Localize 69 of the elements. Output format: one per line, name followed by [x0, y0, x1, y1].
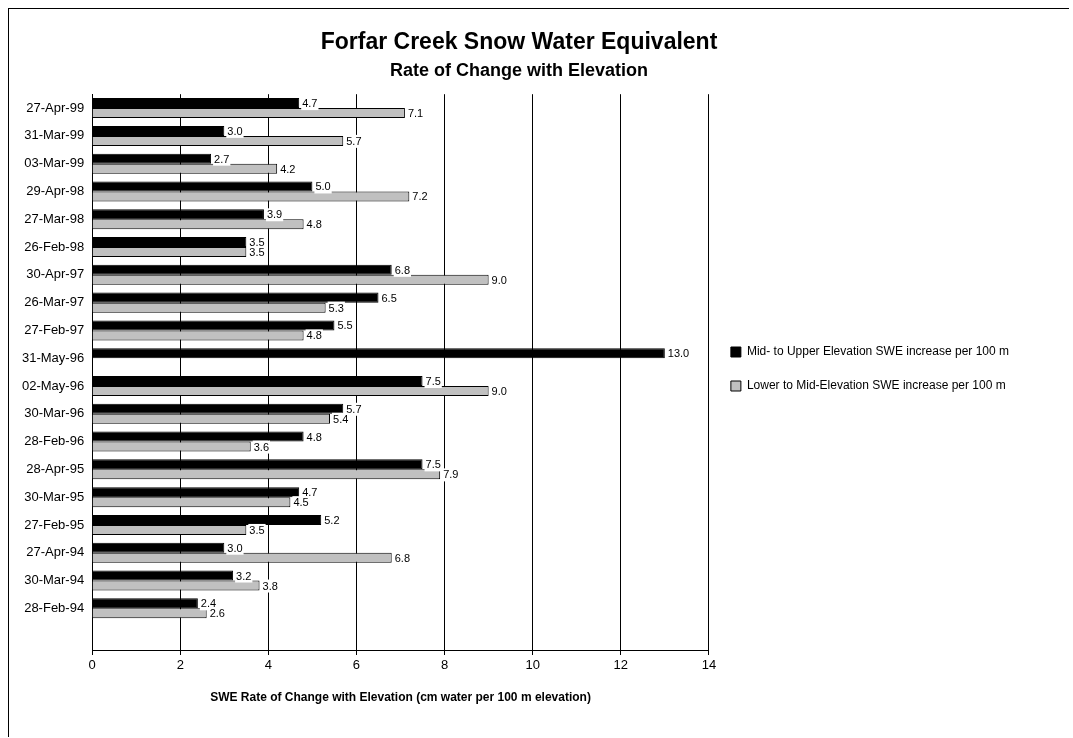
data-label: 4.2: [280, 162, 296, 175]
y-tick-label: 28-Apr-95: [26, 460, 85, 476]
x-axis-title: SWE Rate of Change with Elevation (cm water per 100 m elevation): [210, 690, 591, 705]
data-label: 3.6: [253, 440, 270, 453]
data-label: 7.2: [412, 190, 428, 203]
y-tick-label: 03-Mar-99: [24, 155, 85, 171]
y-tick-label: 28-Feb-94: [24, 599, 85, 615]
y-tick-label: 28-Feb-96: [24, 433, 85, 449]
y-tick-label: 31-Mar-99: [24, 127, 85, 143]
data-label: 6.8: [394, 551, 410, 564]
y-tick-label: 27-Apr-99: [26, 99, 85, 115]
data-label: 4.7: [302, 486, 318, 499]
data-label: 5.7: [346, 134, 362, 147]
data-label: 7.5: [425, 458, 441, 471]
x-tick-label: 6: [352, 657, 361, 673]
data-label: 5.5: [337, 319, 353, 332]
y-tick-label: 29-Apr-98: [26, 183, 85, 199]
x-tick-label: 4: [264, 657, 272, 673]
legend-label: Lower to Mid-Elevation SWE increase per 100 m: [746, 378, 1006, 393]
y-tick-label: 27-Mar-98: [24, 210, 85, 226]
y-tick-label: 27-Feb-97: [24, 321, 85, 337]
data-label: 5.0: [315, 180, 331, 193]
data-label: 7.5: [425, 375, 441, 388]
data-label: 9.0: [491, 385, 507, 398]
chart-subtitle: Rate of Change with Elevation: [389, 60, 649, 81]
legend-label: Mid- to Upper Elevation SWE increase per 100 m: [746, 344, 1010, 359]
y-tick-label: 26-Feb-98: [24, 238, 85, 254]
data-label: 2.6: [209, 607, 225, 620]
data-label: 13.0: [667, 347, 690, 360]
x-tick-label: 14: [701, 657, 717, 673]
data-label: 2.7: [214, 152, 230, 165]
y-tick-label: 31-May-96: [22, 349, 85, 365]
data-label: 4.7: [302, 97, 318, 110]
data-label: 5.3: [328, 301, 344, 314]
y-tick-label: 27-Apr-94: [26, 544, 85, 560]
data-label: 3.2: [236, 569, 252, 582]
y-tick-label: 30-Mar-96: [24, 405, 85, 421]
data-label: 3.0: [227, 541, 243, 554]
y-tick-label: 26-Mar-97: [24, 294, 85, 310]
data-label: 9.0: [491, 273, 507, 286]
data-label: 2.4: [200, 597, 217, 610]
y-tick-label: 27-Feb-95: [24, 516, 85, 532]
data-label: 3.5: [249, 523, 265, 536]
x-tick-label: 0: [88, 657, 96, 673]
y-tick-label: 30-Mar-95: [24, 488, 85, 504]
data-label: 7.1: [407, 107, 424, 120]
x-tick-label: 12: [613, 657, 629, 673]
data-label: 6.5: [381, 291, 397, 304]
data-label: 4.5: [293, 496, 309, 509]
data-label: 3.8: [262, 579, 278, 592]
data-label: 3.5: [249, 236, 265, 249]
y-tick-label: 02-May-96: [22, 377, 85, 393]
x-tick-label: 2: [176, 657, 184, 673]
chart-title: Forfar Creek Snow Water Equivalent: [320, 28, 718, 55]
data-label: 3.9: [266, 208, 283, 221]
data-label: 5.4: [333, 412, 349, 425]
x-tick-label: 10: [525, 657, 540, 673]
data-label: 3.0: [227, 124, 243, 137]
y-tick-label: 30-Mar-94: [24, 572, 85, 588]
data-label: 5.7: [346, 402, 362, 415]
data-label: 5.2: [324, 513, 340, 526]
data-label: 7.9: [443, 468, 459, 481]
x-tick-label: 8: [440, 657, 449, 673]
data-label: 4.8: [306, 218, 322, 231]
data-label: 4.8: [306, 430, 322, 443]
y-tick-label: 30-Apr-97: [26, 266, 85, 282]
data-label: 4.8: [306, 329, 322, 342]
data-label: 3.5: [249, 246, 265, 259]
data-label: 6.8: [394, 263, 410, 276]
